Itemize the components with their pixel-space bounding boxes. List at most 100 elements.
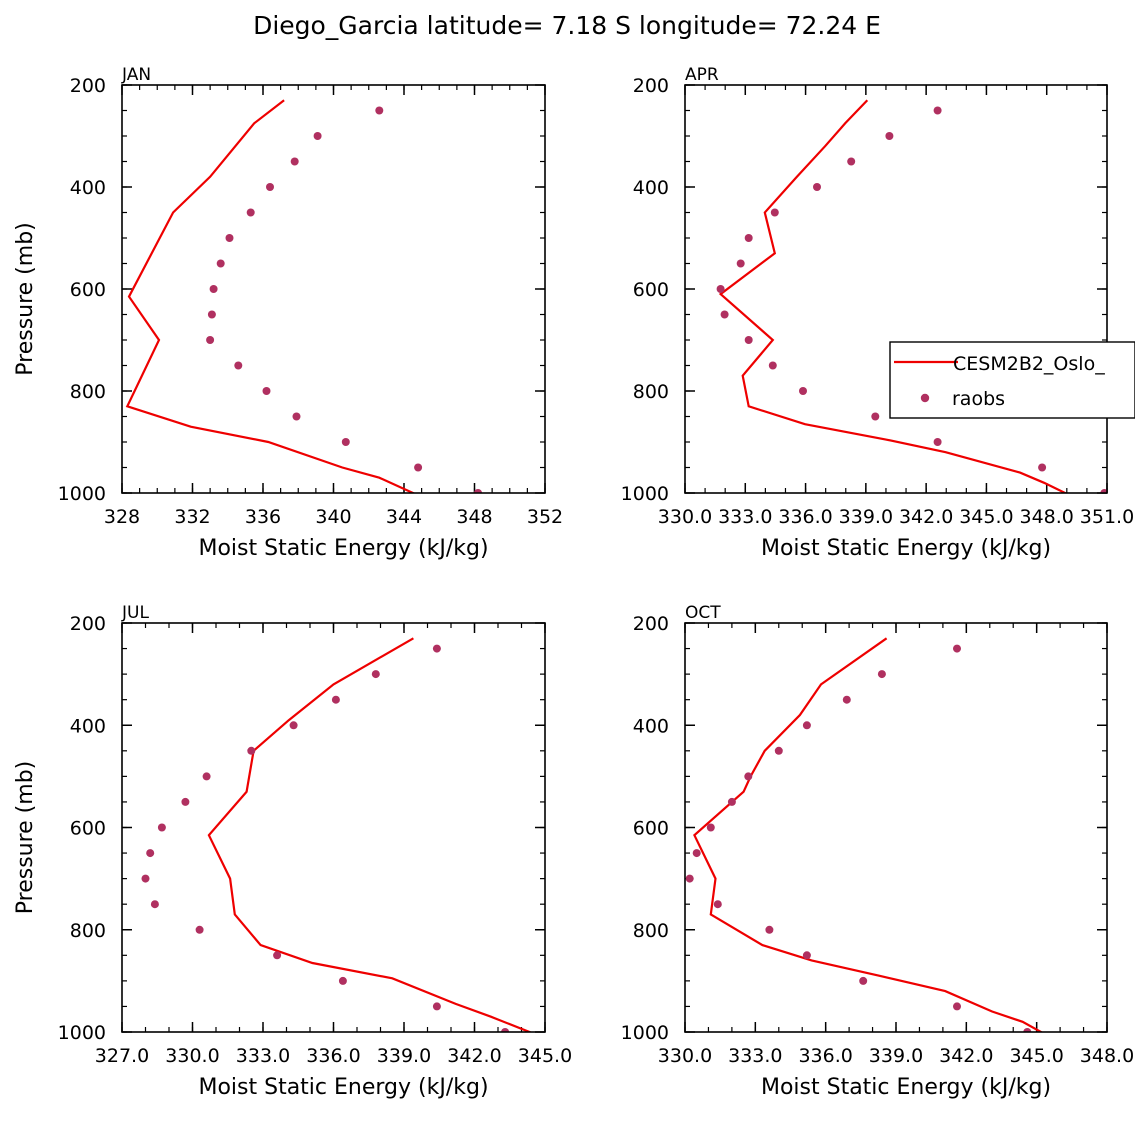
raobs-point	[206, 336, 215, 344]
x-tick-label: 336.0	[306, 1045, 360, 1067]
y-tick-label: 200	[633, 75, 669, 97]
x-tick-label: 345.0	[518, 1045, 572, 1067]
legend-model-label: CESM2B2_Oslo_	[953, 353, 1105, 375]
model-profile-line	[718, 99, 1068, 493]
plot-area	[125, 99, 482, 493]
y-tick-label: 200	[633, 613, 669, 635]
raobs-point	[157, 823, 166, 832]
y-tick-label: 800	[633, 920, 669, 942]
raobs-point	[871, 412, 880, 421]
raobs-point	[953, 1002, 961, 1011]
raobs-point	[273, 951, 282, 960]
raobs-point	[706, 823, 715, 832]
raobs-point	[375, 106, 384, 115]
raobs-point	[859, 976, 868, 985]
raobs-point	[141, 874, 150, 883]
x-tick-label: 348	[456, 506, 492, 528]
raobs-point	[432, 644, 441, 653]
raobs-point	[933, 438, 942, 446]
x-tick-label: 342.0	[447, 1045, 501, 1067]
raobs-point	[847, 157, 856, 166]
raobs-point	[290, 157, 299, 166]
panel-jul: JUL 327.0 330.0 333.0 336.0 339.0 342.0 345.0 20…	[13, 603, 572, 1100]
x-tick-label: 330.0	[165, 1045, 219, 1067]
legend: CESM2B2_Oslo_raobs	[889, 341, 1135, 419]
model-profile-line	[125, 99, 416, 493]
y-axis-label: Pressure (mb)	[13, 761, 38, 915]
raobs-point	[234, 361, 243, 370]
x-tick-label: 342.0	[899, 506, 953, 528]
raobs-point	[802, 721, 811, 730]
y-tick-label: 800	[70, 920, 106, 942]
raobs-point	[181, 797, 190, 806]
x-axis-label: Moist Static Energy (kJ/kg)	[198, 536, 488, 561]
raobs-point	[501, 1028, 510, 1032]
x-tick-label: 332	[174, 506, 210, 528]
y-tick-label: 600	[70, 818, 106, 840]
raobs-point	[799, 387, 807, 395]
y-tick-label: 600	[70, 279, 106, 301]
raobs-point	[842, 695, 851, 704]
panel-title: JUL	[121, 603, 149, 623]
raobs-point	[292, 412, 301, 421]
y-tick-label: 1000	[621, 1022, 669, 1044]
x-tick-label: 339.0	[377, 1045, 431, 1067]
raobs-point	[225, 234, 234, 242]
x-tick-label: 328	[104, 506, 140, 528]
x-axis-label: Moist Static Energy (kJ/kg)	[198, 1075, 488, 1100]
plot-area	[141, 637, 533, 1032]
raobs-point	[802, 951, 811, 960]
raobs-point	[1038, 463, 1047, 472]
raobs-point	[414, 463, 423, 472]
raobs-point	[432, 1002, 441, 1011]
raobs-point	[262, 387, 271, 395]
x-tick-label: 333.0	[728, 1045, 782, 1067]
legend-box	[889, 341, 1135, 419]
legend-obs-label: raobs	[952, 388, 1005, 410]
x-tick-label: 333.0	[236, 1045, 290, 1067]
plot-area	[716, 99, 1107, 493]
raobs-point	[720, 310, 729, 319]
raobs-point	[813, 183, 821, 191]
panel-title: JAN	[121, 65, 151, 85]
raobs-point	[877, 670, 886, 679]
raobs-point	[207, 310, 216, 319]
x-axis-label: Moist Static Energy (kJ/kg)	[761, 1075, 1051, 1100]
raobs-point	[770, 208, 779, 217]
x-tick-label: 348.0	[1080, 1045, 1134, 1067]
raobs-point	[774, 746, 783, 755]
raobs-point	[736, 259, 745, 268]
x-tick-label: 339.0	[869, 1045, 923, 1067]
raobs-point	[933, 106, 942, 115]
plot-frame	[121, 622, 546, 1033]
x-tick-label: 333.0	[718, 506, 772, 528]
model-profile-line	[693, 637, 1044, 1032]
raobs-point	[202, 772, 211, 781]
x-tick-label: 327.0	[95, 1045, 149, 1067]
raobs-point	[716, 285, 725, 293]
y-tick-label: 600	[633, 818, 669, 840]
plot-frame	[121, 84, 546, 494]
y-tick-label: 1000	[58, 483, 106, 505]
figure-title: Diego_Garcia latitude= 7.18 S longitude=…	[253, 11, 881, 40]
x-tick-label: 345.0	[959, 506, 1013, 528]
panel-jan: JAN 328 332 336 340 344 348 352 200 400 600 800 1000…	[13, 65, 563, 561]
x-tick-label: 340	[315, 506, 351, 528]
panels-container: JAN 328 332 336 340 344 348 352 200 400 600 800 1000…	[13, 65, 1135, 1100]
x-tick-label: 336	[245, 506, 281, 528]
raobs-point	[313, 132, 322, 140]
raobs-point	[371, 670, 380, 679]
model-profile-line	[207, 637, 533, 1032]
y-tick-label: 1000	[58, 1022, 106, 1044]
y-tick-label: 800	[70, 381, 106, 403]
y-tick-label: 400	[70, 715, 106, 737]
raobs-point	[744, 772, 753, 781]
y-tick-label: 600	[633, 279, 669, 301]
y-tick-label: 400	[70, 177, 106, 199]
raobs-point	[331, 695, 340, 704]
y-tick-label: 400	[633, 715, 669, 737]
y-axis-label: Pressure (mb)	[13, 222, 38, 376]
raobs-point	[146, 849, 155, 858]
raobs-point	[341, 438, 350, 446]
